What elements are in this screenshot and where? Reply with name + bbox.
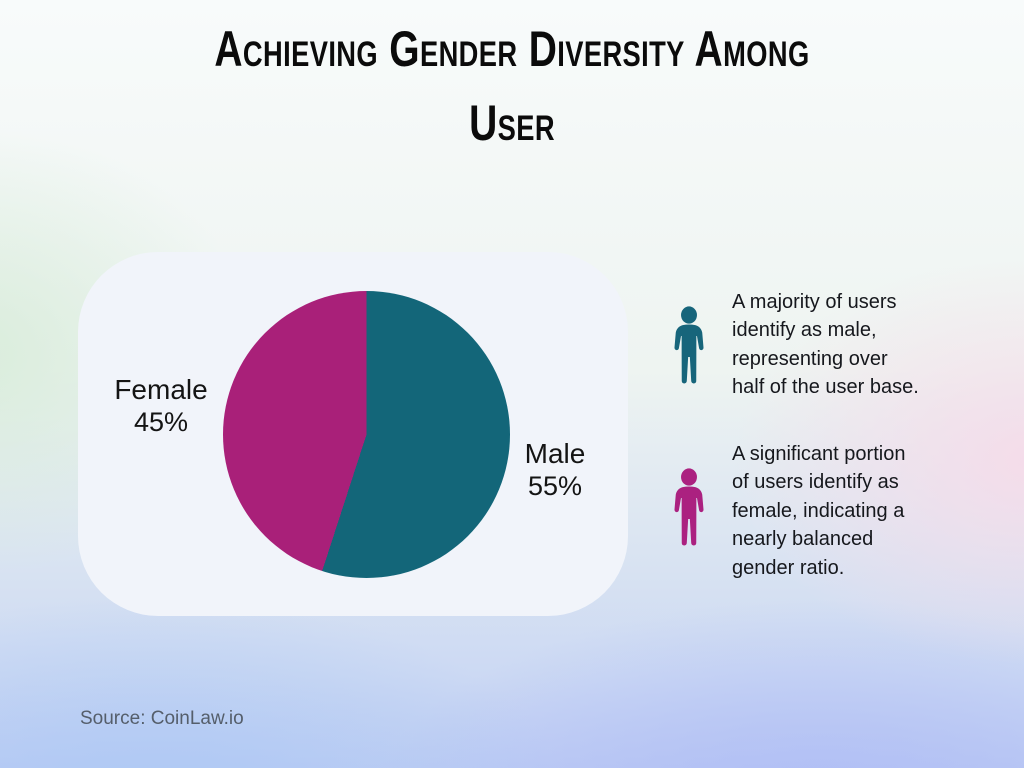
annotation-male-line: representing over bbox=[732, 347, 888, 370]
annotation-male-line: A majority of users bbox=[732, 291, 897, 313]
annotation-female-line: female, indicating a bbox=[732, 499, 905, 522]
chart-card: Female 45% Male 55% bbox=[78, 252, 628, 616]
male-person-icon bbox=[668, 306, 710, 395]
pie-label-male-name: Male bbox=[524, 438, 586, 469]
annotation-female-text: A significant portion of users identify … bbox=[732, 440, 905, 582]
pie-label-male: Male 55% bbox=[500, 438, 610, 502]
annotation-female-line: gender ratio. bbox=[732, 556, 845, 579]
pie-label-male-percent: 55% bbox=[527, 471, 583, 501]
annotation-female-line: A significant portion bbox=[732, 443, 906, 465]
annotation-male-line: identify as male, bbox=[732, 319, 877, 342]
female-person-icon bbox=[668, 468, 710, 557]
source-credit: Source: CoinLaw.io bbox=[80, 708, 244, 729]
pie-chart bbox=[223, 291, 510, 578]
page-title: Achieving Gender Diversity Among User bbox=[113, 12, 912, 160]
annotation-male-line: half of the user base. bbox=[732, 376, 919, 399]
annotation-female-line: nearly balanced bbox=[732, 528, 874, 551]
pie-label-female: Female 45% bbox=[96, 374, 226, 438]
page-title-line1: Achieving Gender Diversity Among bbox=[214, 21, 810, 77]
pie-label-female-percent: 45% bbox=[133, 407, 189, 437]
annotation-female-line: of users identify as bbox=[732, 471, 899, 494]
pie-label-female-name: Female bbox=[114, 374, 208, 405]
page-title-line2: User bbox=[469, 95, 555, 151]
annotation-male-text: A majority of users identify as male, re… bbox=[732, 288, 919, 402]
